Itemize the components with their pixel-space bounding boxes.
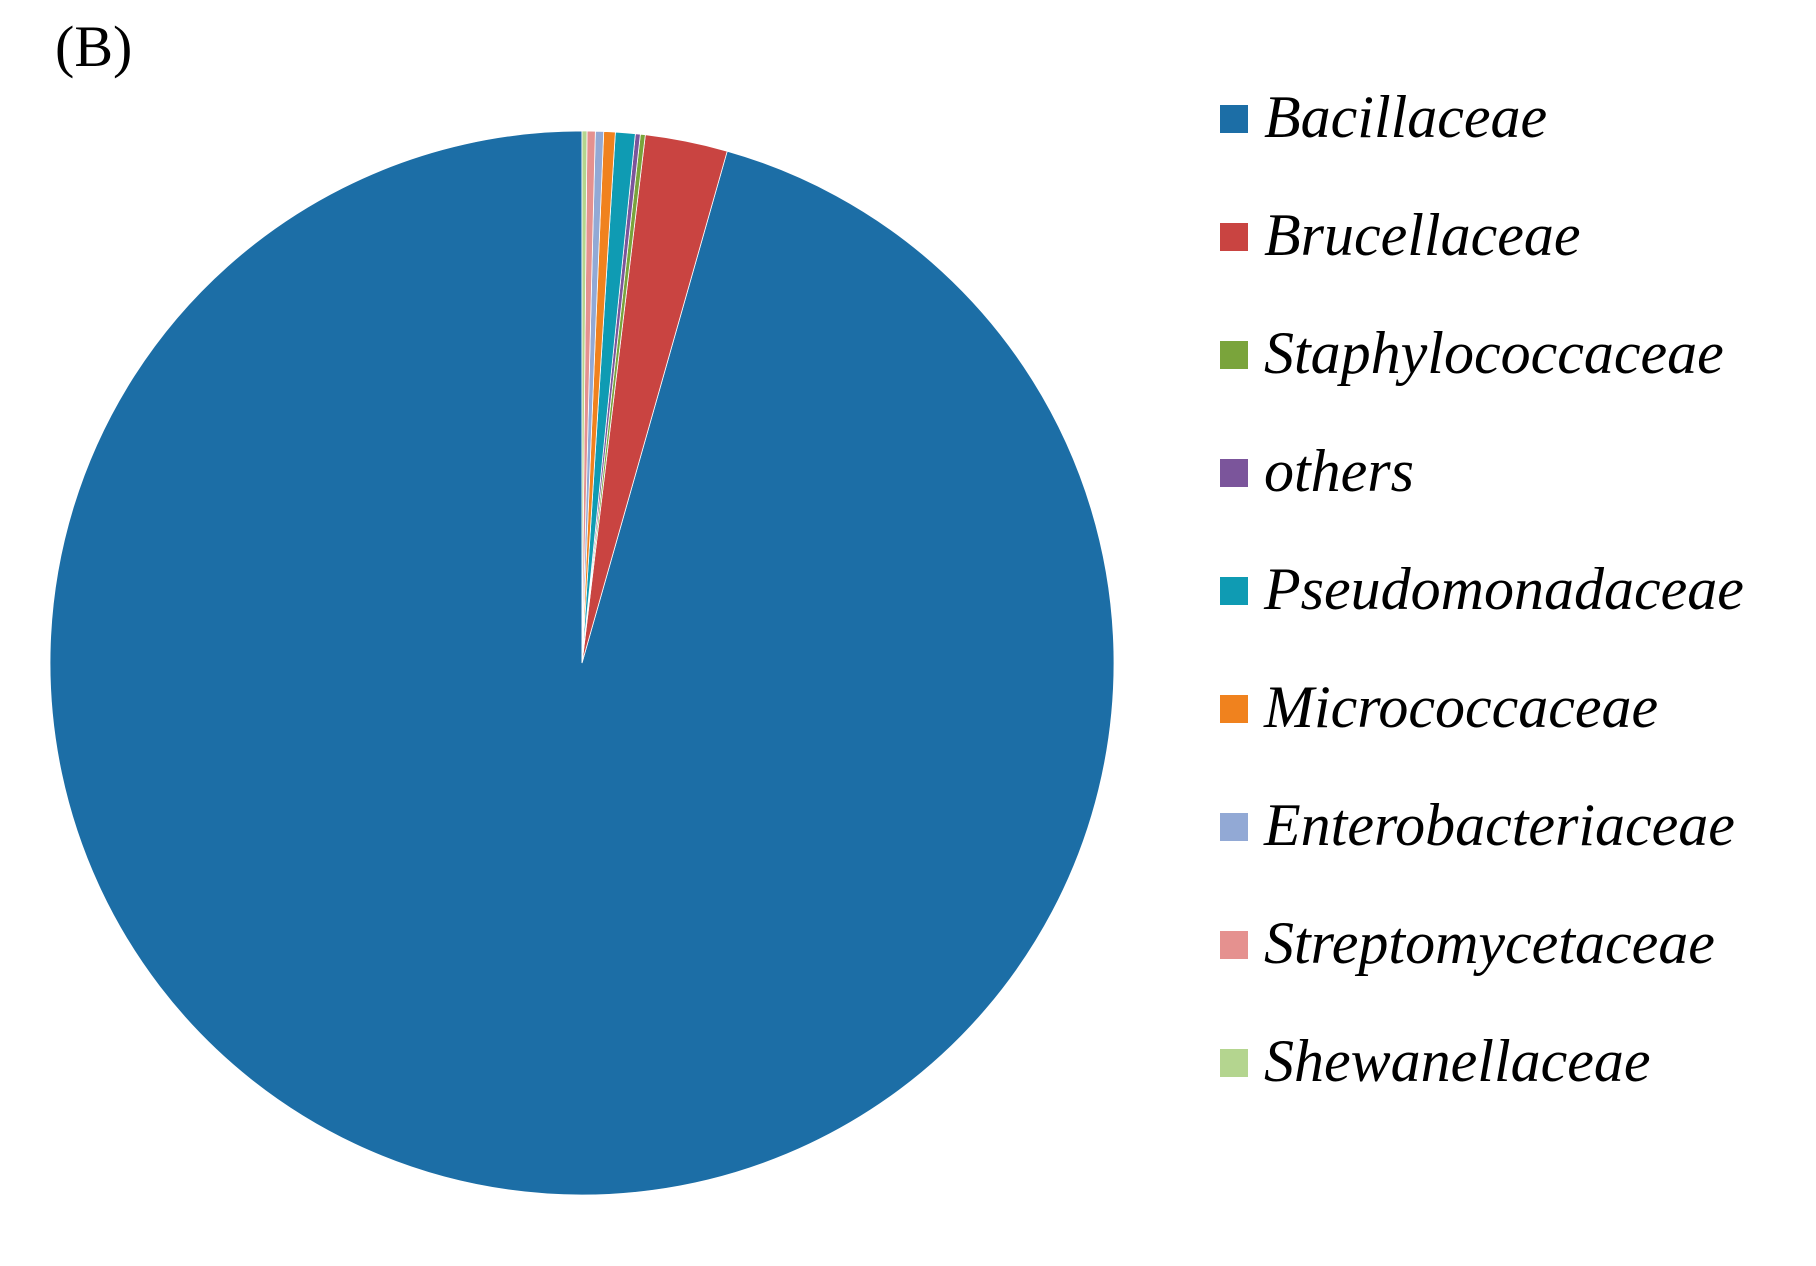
legend-label: others <box>1264 438 1414 504</box>
legend-label: Shewanellaceae <box>1264 1028 1651 1094</box>
legend-label: Brucellaceae <box>1264 202 1581 268</box>
legend-label: Staphylococcaceae <box>1264 320 1724 386</box>
legend-label: Micrococcaceae <box>1264 674 1659 740</box>
legend-swatch <box>1220 813 1248 841</box>
legend-swatch <box>1220 341 1248 369</box>
legend-label: Bacillaceae <box>1264 84 1548 150</box>
legend-swatch <box>1220 1049 1248 1077</box>
legend-swatch <box>1220 105 1248 133</box>
pie-slice-shewanellaceae <box>581 130 588 664</box>
legend-swatch <box>1220 459 1248 487</box>
legend-label: Pseudomonadaceae <box>1264 556 1744 622</box>
legend-label: Enterobacteriaceae <box>1264 792 1735 858</box>
legend-label: Streptomycetaceae <box>1264 910 1715 976</box>
panel-label: (B) <box>55 14 133 79</box>
legend-swatch <box>1220 223 1248 251</box>
legend-swatch <box>1220 577 1248 605</box>
legend-swatch <box>1220 695 1248 723</box>
legend-swatch <box>1220 931 1248 959</box>
